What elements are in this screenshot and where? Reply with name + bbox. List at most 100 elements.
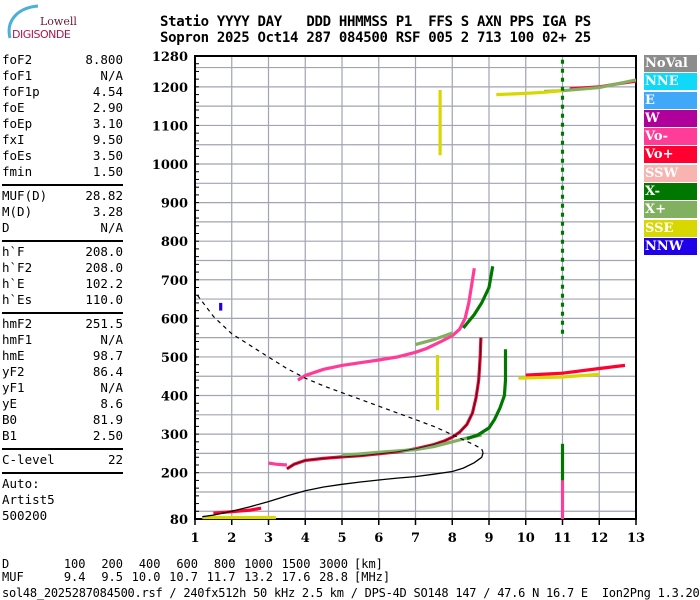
trace-xplus — [415, 331, 453, 347]
x-tick-label: 1 — [190, 531, 199, 546]
divider — [2, 312, 123, 314]
param-row: foEp 3.10 — [2, 116, 123, 132]
param-value: 208.0 — [85, 244, 123, 259]
distance-row: D 100 200 400 600 800 1000 1500 3000 [km] — [2, 558, 390, 571]
param-row: h`F 208.0 — [2, 244, 123, 260]
polarization-legend: NoVal NNE E W Vo- Vo+ SSW X- X+ SSE NNW — [644, 55, 697, 256]
legend-item-vominus: Vo- — [644, 128, 697, 146]
param-row: C-level 22 — [2, 452, 123, 468]
legend-item-xplus: X+ — [644, 201, 697, 219]
param-label: foF1 — [2, 68, 33, 83]
y-tick-label: 800 — [161, 235, 188, 250]
d-value: 100 — [63, 557, 86, 571]
muf-value: 9.4 — [63, 570, 86, 584]
param-row: yE 8.6 — [2, 396, 123, 412]
x-tick-label: 3 — [264, 531, 273, 546]
param-label: foF1p — [2, 84, 40, 99]
autoscaling-info: Artist5 — [2, 492, 55, 507]
y-tick-label: 1000 — [152, 158, 188, 173]
header-values: Sopron 2025 Oct14 287 084500 RSF 005 2 7… — [160, 30, 591, 46]
d-value: 3000 — [319, 557, 348, 571]
param-value: 208.0 — [85, 260, 123, 275]
param-row: hmF1 N/A — [2, 332, 123, 348]
d-unit: [km] — [354, 557, 383, 571]
x-tick-label: 12 — [590, 531, 608, 546]
param-label: yF2 — [2, 364, 25, 379]
trace-xminus — [466, 349, 508, 441]
autoscaling-info: Auto: — [2, 476, 40, 491]
param-row: h`Es 110.0 — [2, 292, 123, 308]
param-label: MUF(D) — [2, 188, 48, 203]
header-labels: Statio YYYY DAY DDD HHMMSS P1 FFS S AXN … — [160, 14, 591, 30]
legend-item-voplus: Vo+ — [644, 146, 697, 164]
param-value: 1.50 — [92, 164, 123, 179]
station-header: Statio YYYY DAY DDD HHMMSS P1 FFS S AXN … — [160, 14, 591, 46]
param-value: 8.800 — [85, 52, 123, 67]
trace-voplus — [213, 506, 262, 515]
param-value: 102.2 — [85, 276, 123, 291]
param-label: B0 — [2, 412, 18, 427]
muf-value: 10.0 — [131, 570, 161, 584]
muf-value: 10.7 — [169, 570, 198, 584]
d-value: 400 — [138, 557, 161, 571]
param-value: 81.9 — [92, 412, 123, 427]
x-tick-label: 10 — [517, 531, 535, 546]
param-row: h`F2 208.0 — [2, 260, 123, 276]
x-tick-label: 7 — [411, 531, 420, 546]
param-row: fmin 1.50 — [2, 164, 123, 180]
x-tick-label: 4 — [301, 531, 310, 546]
param-value: N/A — [100, 380, 123, 395]
divider — [2, 472, 123, 474]
param-row: yF2 86.4 — [2, 364, 123, 380]
param-row: B1 2.50 — [2, 428, 123, 444]
param-value: 8.6 — [100, 396, 123, 411]
x-tick-label: 2 — [227, 531, 236, 546]
logo-arc-icon — [7, 4, 39, 39]
legend-item-e: E — [644, 91, 697, 109]
param-label: h`Es — [2, 292, 33, 307]
d-value: 600 — [176, 557, 198, 571]
param-label: yE — [2, 396, 18, 411]
param-label: D — [2, 220, 10, 235]
file-info: sol48_2025287084500.rsf / 240fx512h 50 k… — [2, 586, 700, 600]
d-value: 200 — [101, 557, 123, 571]
param-value: 2.50 — [92, 428, 123, 443]
autoscaling-info: 500200 — [2, 508, 48, 523]
x-tick-label: 6 — [374, 531, 383, 546]
param-row: M(D) 3.28 — [2, 204, 123, 220]
param-value: 86.4 — [92, 364, 123, 379]
param-label: hmF1 — [2, 332, 33, 347]
divider — [2, 448, 123, 450]
param-row: yF1 N/A — [2, 380, 123, 396]
x-tick-label: 11 — [553, 531, 571, 546]
d-label: D — [2, 557, 10, 571]
param-value: 28.82 — [85, 188, 123, 203]
param-value: 3.28 — [92, 204, 123, 219]
y-tick-label: 400 — [161, 390, 188, 405]
param-label: foF2 — [2, 52, 33, 67]
param-value: N/A — [100, 332, 123, 347]
y-tick-label: 500 — [161, 351, 188, 366]
divider — [2, 184, 123, 186]
muf-value: 17.6 — [281, 570, 311, 584]
x-tick-label: 5 — [337, 531, 346, 546]
param-label: hmF2 — [2, 316, 33, 331]
logo-line2: DIGISONDE — [12, 28, 71, 41]
param-label: M(D) — [2, 204, 33, 219]
legend-item-noval: NoVal — [644, 55, 697, 72]
muf-value: 13.2 — [244, 570, 273, 584]
d-value: 800 — [213, 557, 236, 571]
muf-value: 9.5 — [101, 570, 123, 584]
legend-item-ssw: SSW — [644, 164, 697, 182]
muf-label: MUF — [2, 570, 24, 584]
muf-table: D 100 200 400 600 800 1000 1500 3000 [km] MUF 9.4 9… — [2, 558, 390, 584]
param-value: 251.5 — [85, 316, 123, 331]
param-value: 4.54 — [92, 84, 123, 99]
param-row: fxI 9.50 — [2, 132, 123, 148]
param-row: h`E 102.2 — [2, 276, 123, 292]
muf-row: MUF 9.4 9.5 10.0 10.7 11.7 13.2 17.6 28.8 [MHz] — [2, 571, 390, 584]
ionogram-plot: 8020030040050060070080090010001100120012… — [152, 50, 645, 546]
param-row: MUF(D) 28.82 — [2, 188, 123, 204]
param-row: B0 81.9 — [2, 412, 123, 428]
param-value: 2.90 — [92, 100, 123, 115]
